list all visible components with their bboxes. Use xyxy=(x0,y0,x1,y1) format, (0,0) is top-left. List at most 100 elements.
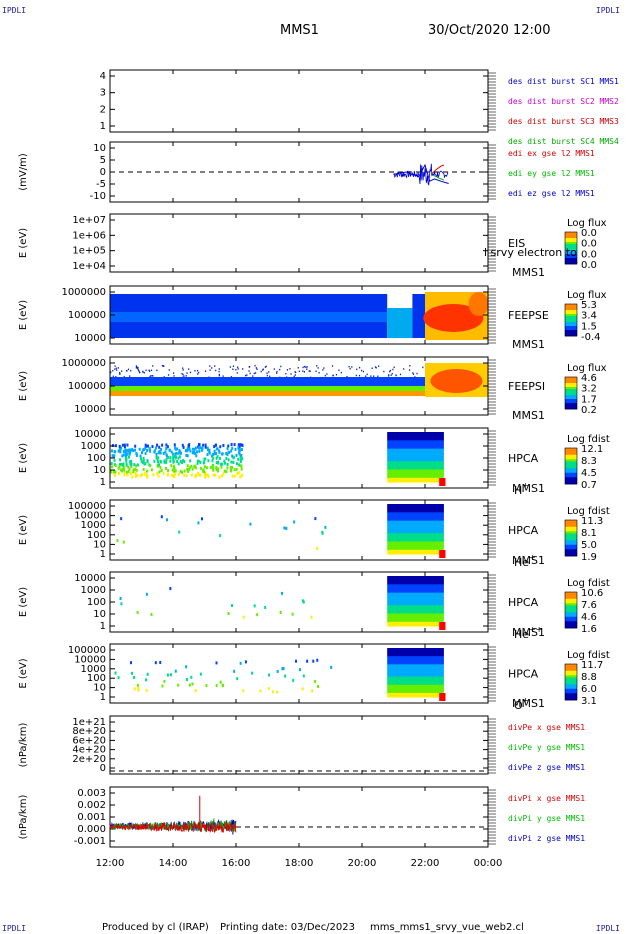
right-minor-ticks xyxy=(488,288,496,344)
spectrogram-pixel xyxy=(237,457,240,461)
y-axis-label: (mV/m) xyxy=(18,153,29,191)
spectrogram-band xyxy=(387,508,444,513)
spectrogram-pixel xyxy=(160,447,163,451)
spectrogram-band xyxy=(387,477,444,483)
spectrogram-pixel xyxy=(248,370,250,372)
spectrogram-pixel xyxy=(126,369,128,372)
spectrogram-pixel xyxy=(286,369,289,371)
colorbar-segment xyxy=(565,601,577,604)
spectrogram-pixel xyxy=(146,444,149,448)
spectrogram-band xyxy=(387,448,444,454)
y-tick-label: 100 xyxy=(87,530,106,541)
spectrogram-pixel xyxy=(378,365,380,367)
spectrogram-pixel xyxy=(172,459,175,463)
spectrogram-pixel xyxy=(231,465,234,469)
y-tick-label: 100000 xyxy=(68,501,106,512)
spectrogram-pixel xyxy=(374,366,377,368)
spectrogram-pixel xyxy=(115,376,117,378)
spectrogram-pixel xyxy=(174,452,177,456)
spectrogram-pixel xyxy=(290,373,292,375)
spectrogram-pixel xyxy=(218,451,221,455)
spectrogram-pixel xyxy=(150,468,153,472)
colorbar-segment xyxy=(565,304,577,307)
spectrogram-pixel xyxy=(114,464,117,468)
legend-entry: divPi z gse MMS1 xyxy=(508,834,585,843)
spectrogram-pixel xyxy=(223,459,226,463)
spectrogram-pixel xyxy=(211,464,214,468)
spectrogram-pixel xyxy=(125,463,128,467)
spectrogram-pixel xyxy=(146,475,149,479)
spectrogram-pixel xyxy=(189,449,192,453)
spectrogram-band xyxy=(387,461,444,466)
spectrogram-band xyxy=(110,377,425,386)
spectrogram-pixel xyxy=(110,462,113,466)
spectrogram-pixel xyxy=(214,443,217,447)
spectrogram-pixel xyxy=(391,372,393,375)
footer-printing-date: Printing date: 03/Dec/2023 xyxy=(220,922,355,933)
spectrogram-pixel xyxy=(306,368,308,370)
spectrogram-pixel xyxy=(137,686,140,690)
spectrogram-pixel xyxy=(182,445,185,449)
spectrogram-pixel xyxy=(201,446,204,450)
spectrogram-band xyxy=(387,524,444,530)
y-tick-label: 0.000 xyxy=(77,824,106,835)
spectrogram-pixel xyxy=(181,470,184,474)
spectrogram-pixel xyxy=(235,368,237,371)
spectrogram-band xyxy=(387,617,444,623)
spectrogram-pixel xyxy=(194,464,197,468)
spectrogram-pixel xyxy=(186,464,189,468)
spectrogram-pixel xyxy=(238,445,241,449)
panel-frame xyxy=(109,786,489,848)
spectrogram-pixel xyxy=(160,515,163,519)
colorbar-tick-label: 3.2 xyxy=(581,384,597,395)
colorbar-segment xyxy=(565,256,577,259)
colorbar-segment xyxy=(565,320,577,323)
colorbar-title: Log fdist xyxy=(567,578,610,589)
spectrogram-pixel xyxy=(269,375,271,378)
spectrogram-pixel xyxy=(136,463,139,467)
spectrogram-pixel xyxy=(222,444,225,448)
spectrogram-pixel xyxy=(136,610,139,614)
x-tick-label: 18:00 xyxy=(285,858,314,869)
spectrogram-pixel xyxy=(156,464,159,468)
spectrogram-pixel xyxy=(222,472,225,476)
spectrogram-pixel xyxy=(310,615,313,619)
spectrogram-pixel xyxy=(124,452,127,456)
spectrogram-pixel xyxy=(145,688,148,692)
colorbar-segment xyxy=(565,481,577,485)
spectrogram-pixel xyxy=(144,472,147,476)
spectrogram-pixel xyxy=(239,443,242,447)
spectrogram-band xyxy=(387,668,444,673)
colorbar-segment xyxy=(565,397,577,400)
spectrogram-pixel xyxy=(314,517,317,521)
spectrogram-pixel xyxy=(205,466,208,470)
spectrogram-pixel xyxy=(314,679,317,683)
spectrogram-pixel xyxy=(144,443,147,447)
colorbar-segment xyxy=(565,475,577,478)
corner-label-bottom-left: IPDLI xyxy=(2,924,27,933)
colorbar-segment xyxy=(565,459,577,462)
legend-entry: edi ey gse l2 MMS1 xyxy=(508,169,595,178)
spectrogram-band xyxy=(387,533,444,538)
spectrogram-pixel xyxy=(267,673,270,677)
spectrogram-pixel xyxy=(330,665,333,669)
spectrogram-pixel xyxy=(148,369,150,372)
spectrogram-pixel xyxy=(111,443,114,447)
spectrogram-pixel xyxy=(227,458,230,462)
spectrogram-pixel xyxy=(227,612,230,616)
y-tick-label: 0 xyxy=(100,763,106,774)
spectrogram-pixel xyxy=(340,371,342,374)
panels: 4 3 2 1 des dist burst SC1 MMS1 des dist burs… xyxy=(18,69,619,848)
spectrogram-pixel xyxy=(234,447,237,451)
spectrogram-pixel xyxy=(215,467,218,471)
y-tick-label: 10 xyxy=(93,143,106,154)
spectrogram-band xyxy=(387,516,444,522)
colorbar-segment xyxy=(565,389,577,392)
spectrogram-band xyxy=(387,656,444,661)
spectrogram-pixel xyxy=(194,446,197,450)
spectrogram-feeps_e xyxy=(110,292,489,340)
spectrogram-pixel xyxy=(322,369,324,371)
